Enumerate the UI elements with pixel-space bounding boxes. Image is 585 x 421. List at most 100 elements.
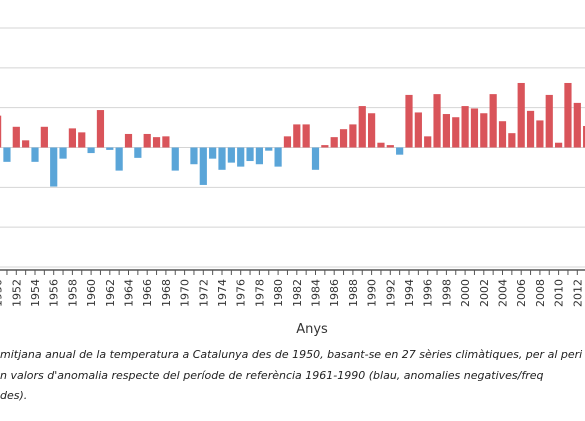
bar [87,147,95,154]
x-tick-label: 1978 [253,279,266,307]
x-tick-label: 1986 [328,279,341,307]
bar [265,147,273,151]
bar [78,132,86,148]
bar [12,126,20,148]
bar [480,113,488,148]
x-tick-label: 1950 [0,279,5,307]
bar [414,112,422,148]
bar [274,147,282,167]
x-tick-label: 1988 [347,279,360,307]
bar [283,136,292,148]
bar [396,147,404,155]
x-tick-label: 2002 [478,279,491,307]
bar [0,115,2,148]
bar [302,124,310,148]
bar [22,140,30,148]
bar [358,106,366,148]
bar [526,110,535,148]
bar [377,142,385,148]
x-axis-label: Anys [296,322,328,337]
x-tick-label: 2010 [553,279,566,307]
bar [545,94,553,148]
bar [171,147,179,171]
x-tick-label: 2012 [571,279,584,307]
bar [227,147,235,163]
caption-line: des). [0,389,27,402]
bar [349,124,357,148]
bar [508,133,516,148]
bar [115,147,123,171]
bar [68,128,76,148]
bar [339,129,348,148]
bar [59,147,67,159]
x-tick-label: 1998 [440,279,453,307]
x-tick-label: 2008 [534,279,547,307]
x-tick-label: 1980 [272,279,285,307]
x-tick-label: 1952 [10,279,23,307]
bar [424,136,432,148]
x-tick-label: 1974 [216,279,229,307]
x-tick-label: 1982 [291,279,304,307]
x-tick-label: 1984 [310,279,323,307]
x-tick-label: 1966 [141,279,154,307]
x-tick-label: 1968 [160,279,173,307]
x-tick-label: 1992 [384,279,397,307]
bar [96,110,105,148]
bar [573,102,581,148]
bar [452,117,460,148]
x-tick-label: 1976 [235,279,248,307]
x-tick-label: 1994 [403,279,416,307]
x-tick-label: 1954 [29,279,42,307]
x-tick-label: 2006 [515,279,528,307]
bar [152,137,161,148]
bar [237,147,245,167]
bar [536,120,544,148]
bar [40,126,48,148]
bar [293,124,301,148]
x-tick-label: 1956 [48,279,61,307]
bar [433,94,441,148]
bar [489,94,497,148]
bar [106,147,114,150]
x-tick-label: 1996 [422,279,435,307]
bar [134,147,142,158]
caption-line: mitjana anual de la temperatura a Catalu… [0,348,582,361]
bar [218,147,226,170]
bar [517,82,525,148]
bar [255,147,263,165]
x-tick-label: 1962 [104,279,117,307]
bar [162,136,170,148]
bar [368,113,376,148]
bar [124,133,133,148]
bar [498,121,507,148]
bar [442,114,450,148]
x-tick-label: 1960 [85,279,98,307]
bar [583,125,585,148]
bar [50,147,58,187]
bar [199,147,207,185]
x-tick-label: 1972 [197,279,210,307]
x-tick-label: 1964 [123,279,136,307]
x-tick-label: 1990 [366,279,379,307]
bar [470,108,479,148]
bar [31,147,39,162]
bar [330,137,338,148]
bar [209,147,217,159]
bar [246,147,254,162]
bar [405,94,413,148]
x-tick-label: 1970 [179,279,192,307]
bar [321,145,329,148]
bar [461,106,469,148]
x-tick-label: 1958 [66,279,79,307]
bar [386,145,394,148]
bar [564,82,572,148]
bar [311,147,320,170]
x-tick-label: 2000 [459,279,472,307]
x-tick-label: 2004 [497,279,510,307]
caption-line: n valors d'anomalia respecte del període… [0,369,543,382]
bar [190,147,198,165]
bar [143,133,151,148]
bar [555,142,563,148]
